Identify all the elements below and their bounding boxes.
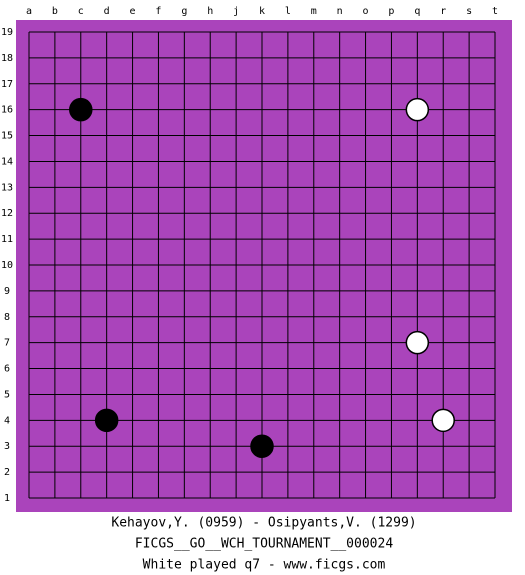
column-label: b [52,6,58,17]
caption-line: Kehayov,Y. (0959) - Osipyants,V. (1299) [111,516,416,531]
row-label: 3 [4,441,10,452]
board-background [16,20,512,512]
column-label: q [414,6,420,17]
row-label: 12 [1,208,13,219]
row-label: 14 [1,156,13,167]
row-label: 17 [1,79,13,90]
row-label: 18 [1,53,13,64]
row-label: 19 [1,27,13,38]
row-label: 13 [1,182,13,193]
stone [405,330,430,355]
row-label: 5 [4,389,10,400]
column-label: t [492,6,498,17]
row-label: 9 [4,286,10,297]
row-label: 8 [4,312,10,323]
column-label: d [104,6,110,17]
stone [94,408,119,433]
column-label: g [181,6,187,17]
column-label: k [259,6,265,17]
column-label: a [26,6,32,17]
column-label: o [363,6,369,17]
column-label: m [311,6,317,17]
row-label: 4 [4,415,10,426]
column-label: p [388,6,394,17]
stone [405,97,430,122]
column-label: r [440,6,446,17]
caption-line: FICGS__GO__WCH_TOURNAMENT__000024 [135,537,393,552]
column-label: e [130,6,136,17]
row-label: 1 [4,493,10,504]
row-label: 2 [4,467,10,478]
row-label: 16 [1,105,13,116]
column-label: h [207,6,213,17]
column-label: s [466,6,472,17]
row-label: 15 [1,131,13,142]
column-label: n [337,6,343,17]
column-label: f [155,6,161,17]
column-label: l [285,6,291,17]
stone [431,408,455,433]
stone [250,434,274,458]
row-label: 11 [1,234,13,245]
row-label: 6 [4,364,10,375]
column-label: j [233,6,239,17]
row-label: 7 [4,338,10,349]
row-label: 10 [1,260,13,271]
stone [69,97,93,122]
column-label: c [78,6,84,17]
caption-line: White played q7 - www.ficgs.com [143,558,386,573]
